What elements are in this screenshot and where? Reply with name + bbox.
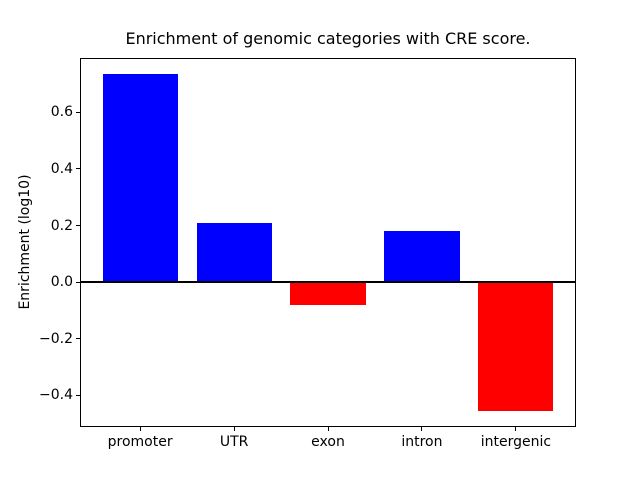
y-tick-mark [76, 111, 80, 113]
x-tick-mark [515, 427, 517, 431]
x-tick-label-exon: exon [311, 434, 345, 450]
y-tick-label: −0.2 [39, 330, 73, 347]
chart-title: Enrichment of genomic categories with CR… [125, 29, 531, 48]
y-tick-mark [76, 168, 80, 170]
x-tick-label-UTR: UTR [219, 434, 249, 450]
plot-area [80, 58, 576, 427]
x-tick-mark [421, 427, 423, 431]
y-tick-mark [76, 281, 80, 283]
y-tick-mark [76, 338, 80, 340]
bar-UTR [196, 222, 272, 283]
y-tick-mark [76, 225, 80, 226]
bar-intron [384, 231, 460, 283]
x-tick-label-promoter: promoter [107, 434, 173, 450]
x-tick-label-intergenic: intergenic [480, 434, 552, 450]
x-tick-mark [327, 427, 329, 431]
bar-intergenic [478, 282, 554, 411]
y-tick-label: −0.4 [39, 387, 73, 404]
x-tick-label-intron: intron [401, 434, 443, 450]
y-tick-mark [76, 394, 80, 396]
x-tick-mark [233, 427, 235, 431]
x-tick-mark [139, 427, 141, 431]
zero-line [80, 281, 576, 284]
y-tick-label: 0.0 [50, 274, 73, 291]
y-tick-label: 0.2 [50, 217, 73, 234]
y-tick-label: 0.6 [50, 104, 73, 121]
bar-exon [290, 282, 366, 305]
y-tick-label: 0.4 [50, 160, 73, 177]
bar-promoter [102, 74, 178, 283]
